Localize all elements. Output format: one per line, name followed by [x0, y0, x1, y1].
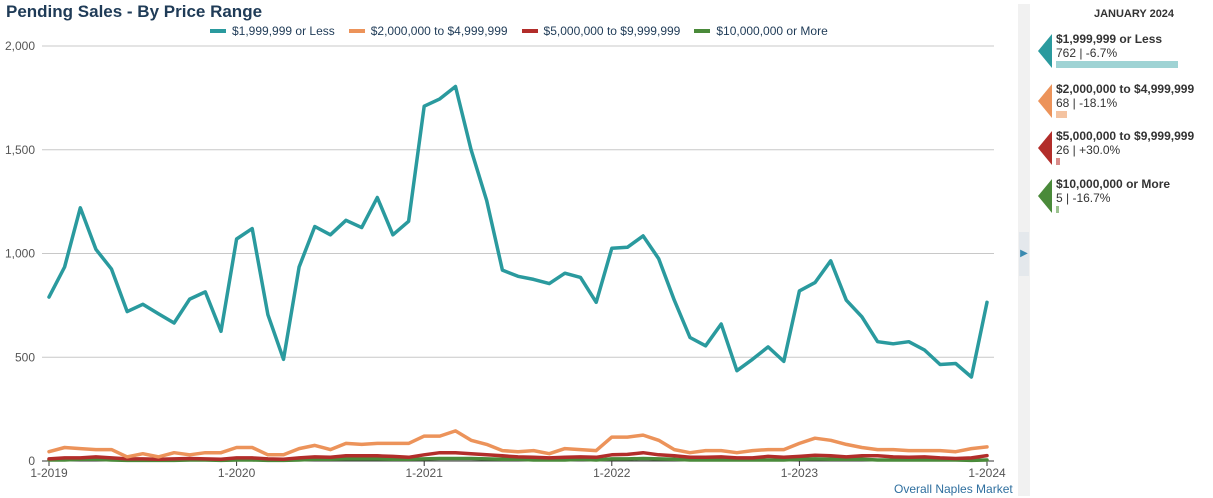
side-item-2m-5m[interactable]: $2,000,000 to $4,999,999 68 | -18.1%: [1034, 80, 1213, 130]
side-item-value: 68 | -18.1%: [1056, 96, 1118, 110]
side-item-label: $5,000,000 to $9,999,999: [1056, 129, 1195, 143]
legend-item-5m-10m[interactable]: $5,000,000 to $9,999,999: [521, 24, 681, 38]
series-line: [47, 429, 989, 459]
side-item-bar: [1056, 206, 1059, 213]
side-item-bar: [1056, 61, 1178, 68]
side-item-bar: [1056, 111, 1067, 118]
side-item-value: 26 | +30.0%: [1056, 143, 1121, 157]
y-tick-label: 1,000: [5, 247, 35, 261]
x-tick-label: 1-2021: [406, 466, 444, 480]
x-tick-label: 1-2022: [593, 466, 631, 480]
legend-label-under-2m: $1,999,999 or Less: [232, 24, 335, 38]
chart-title: Pending Sales - By Price Range: [6, 2, 263, 21]
y-tick-label: 0: [28, 454, 35, 468]
chevron-right-icon: ▶: [1020, 248, 1028, 259]
y-tick-label: 500: [15, 350, 35, 364]
market-footnote[interactable]: Overall Naples Market: [894, 482, 1013, 496]
x-tick-label: 1-2024: [968, 466, 1006, 480]
legend-label-10m-plus: $10,000,000 or More: [716, 24, 828, 38]
legend-swatch-2m-5m: [348, 29, 365, 33]
side-item-label: $10,000,000 or More: [1056, 177, 1171, 191]
series-line: [47, 84, 989, 379]
legend-swatch-under-2m: [210, 29, 226, 33]
side-panel: JANUARY 2024 $1,999,999 or Less 762 | -6…: [1034, 0, 1213, 498]
x-tick-label: 1-2020: [218, 466, 256, 480]
legend-item-under-2m[interactable]: $1,999,999 or Less: [210, 24, 335, 38]
triangle-marker-icon: [1038, 131, 1052, 165]
legend-label-2m-5m: $2,000,000 to $4,999,999: [370, 24, 508, 38]
side-item-label: $1,999,999 or Less: [1056, 32, 1163, 46]
x-tick-label: 1-2019: [30, 466, 68, 480]
side-panel-heading: JANUARY 2024: [1093, 8, 1175, 20]
side-item-10m-plus[interactable]: $10,000,000 or More 5 | -16.7%: [1034, 175, 1213, 225]
x-tick-label: 1-2023: [781, 466, 819, 480]
triangle-marker-icon: [1038, 179, 1052, 213]
line-chart-plot: 0 500 1,000 1,500 2,000 1-2019 1-2020 1-2021 1-2…: [5, 39, 1006, 480]
legend-label-5m-10m: $5,000,000 to $9,999,999: [543, 24, 681, 38]
side-item-bar: [1056, 158, 1060, 165]
chart-legend: $1,999,999 or Less $2,000,000 to $4,999,…: [210, 24, 828, 38]
y-tick-label: 2,000: [5, 39, 35, 53]
legend-item-10m-plus[interactable]: $10,000,000 or More: [694, 24, 828, 38]
side-item-5m-10m[interactable]: $5,000,000 to $9,999,999 26 | +30.0%: [1034, 127, 1213, 177]
legend-swatch-10m-plus: [694, 29, 711, 33]
legend-swatch-5m-10m: [521, 29, 538, 33]
series-line: [47, 450, 989, 462]
side-item-under-2m[interactable]: $1,999,999 or Less 762 | -6.7%: [1034, 30, 1213, 80]
triangle-marker-icon: [1038, 84, 1052, 118]
legend-item-2m-5m[interactable]: $2,000,000 to $4,999,999: [348, 24, 508, 38]
collapse-panel-toggle[interactable]: ▶: [1019, 232, 1029, 276]
side-item-value: 5 | -16.7%: [1056, 191, 1111, 205]
side-item-value: 762 | -6.7%: [1056, 46, 1118, 60]
y-tick-label: 1,500: [5, 143, 35, 157]
triangle-marker-icon: [1038, 34, 1052, 68]
side-item-label: $2,000,000 to $4,999,999: [1056, 82, 1195, 96]
